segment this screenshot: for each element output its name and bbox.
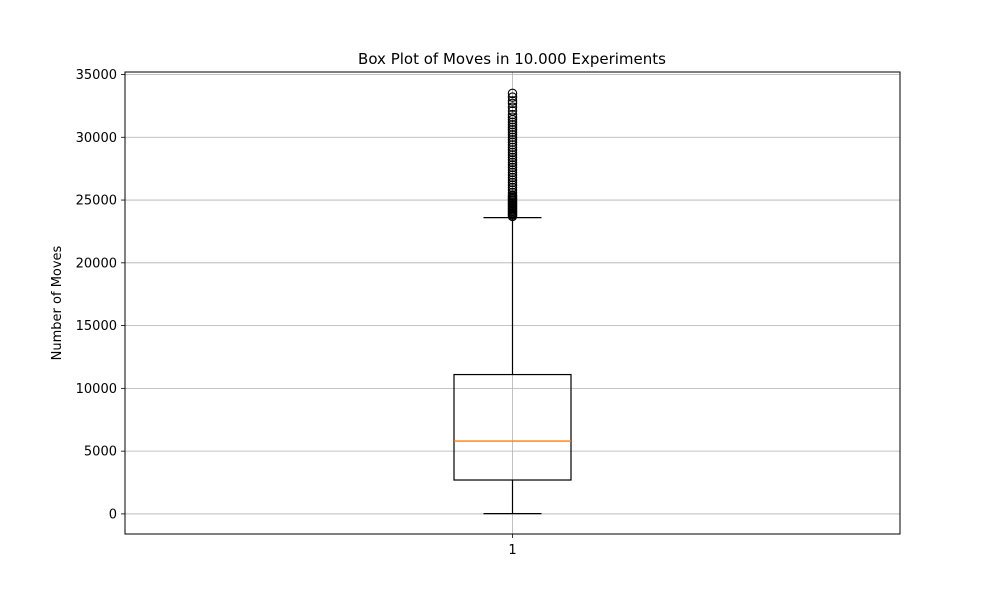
y-tick-label: 10000 (76, 382, 117, 397)
outlier-point (507, 157, 518, 168)
outlier-point (507, 109, 518, 120)
chart-title: Box Plot of Moves in 10.000 Experiments (358, 50, 666, 68)
outlier-point (507, 140, 518, 150)
outlier-point (507, 175, 518, 185)
outlier-point (507, 106, 518, 116)
y-tick-label: 0 (109, 507, 117, 522)
outlier-point (507, 160, 518, 170)
outlier-point (507, 117, 518, 127)
outlier-point (507, 152, 518, 163)
outlier-point (507, 172, 518, 183)
outlier-point (507, 125, 518, 135)
y-tick-label: 35000 (76, 68, 117, 83)
outlier-point (507, 130, 518, 140)
outlier-point (507, 185, 518, 195)
iqr-box (453, 373, 572, 481)
outlier-point (507, 96, 518, 106)
outlier-point (507, 145, 518, 155)
axes-layer: 0 5000 10000 15000 20000 25000 30000 35000 1 (76, 68, 901, 558)
outlier-point (507, 132, 518, 143)
outlier-point (507, 177, 518, 188)
outlier-point (507, 162, 518, 173)
plot-frame (124, 71, 901, 535)
outlier-point (507, 127, 518, 138)
outlier-point (507, 167, 518, 178)
y-axis-label: Number of Moves (50, 245, 65, 360)
outlier-point (507, 182, 518, 193)
outlier-point (507, 122, 518, 132)
outlier-point (507, 180, 518, 190)
y-tick-label: 25000 (76, 194, 117, 209)
outlier-point (507, 147, 518, 158)
y-tick-label: 5000 (84, 445, 117, 460)
outlier-point (507, 88, 518, 99)
outlier-point (507, 187, 518, 198)
outlier-point (507, 137, 518, 148)
outlier-point (507, 190, 518, 200)
outlier-point (507, 155, 518, 165)
outlier-point (507, 150, 518, 160)
outlier-point (507, 135, 518, 145)
outlier-point (507, 165, 518, 175)
outlier-point (507, 92, 518, 102)
y-tick-label: 30000 (76, 131, 117, 146)
outlier-point (507, 112, 518, 122)
outlier-point (507, 170, 518, 180)
outlier-point (507, 142, 518, 153)
outlier-point (507, 102, 518, 112)
x-tick-label: 1 (508, 543, 516, 558)
y-tick-label: 20000 (76, 256, 117, 271)
outlier-point (507, 119, 518, 130)
marks-layer (453, 88, 572, 515)
y-tick-label: 15000 (76, 319, 117, 334)
outlier-point (507, 98, 518, 109)
